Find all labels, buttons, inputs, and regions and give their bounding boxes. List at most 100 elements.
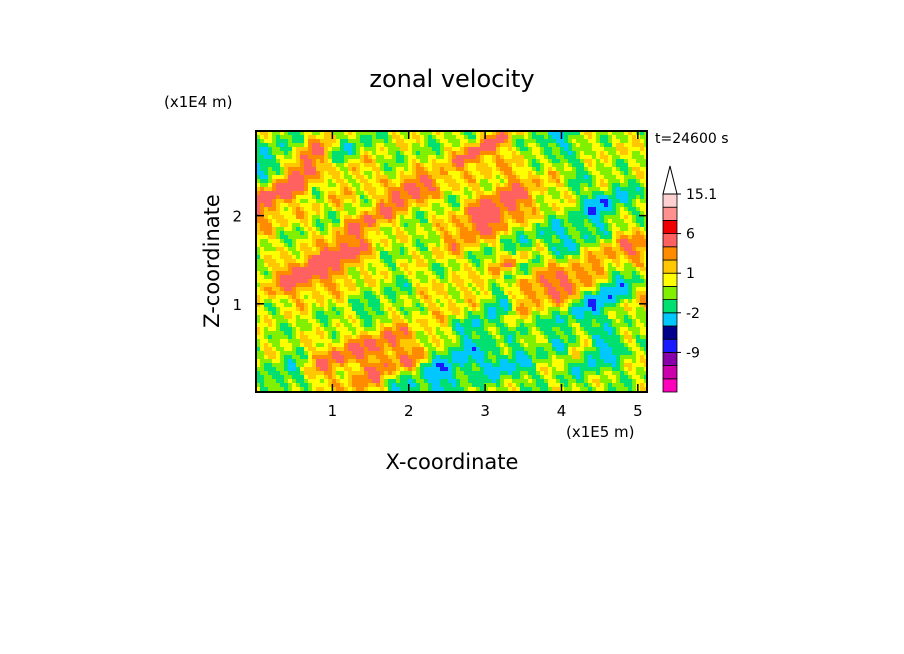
field-cell bbox=[288, 355, 292, 359]
field-cell bbox=[476, 183, 480, 187]
field-cell bbox=[568, 235, 572, 239]
field-cell bbox=[316, 259, 320, 263]
field-cell bbox=[508, 179, 512, 183]
field-cell bbox=[288, 159, 292, 163]
field-cell bbox=[552, 219, 556, 223]
field-cell bbox=[572, 187, 576, 191]
field-cell bbox=[476, 303, 480, 307]
field-cell bbox=[272, 351, 276, 355]
field-cell bbox=[504, 195, 508, 199]
field-cell bbox=[356, 335, 360, 339]
field-cell bbox=[280, 219, 284, 223]
field-cell bbox=[304, 315, 308, 319]
field-cell bbox=[564, 315, 568, 319]
field-cell bbox=[428, 371, 432, 375]
field-cell bbox=[596, 175, 600, 179]
field-cell bbox=[304, 307, 308, 311]
field-cell bbox=[320, 171, 324, 175]
field-cell bbox=[612, 143, 616, 147]
field-cell bbox=[572, 183, 576, 187]
field-cell bbox=[536, 191, 540, 195]
field-cell bbox=[444, 151, 448, 155]
field-cell bbox=[352, 187, 356, 191]
field-cell bbox=[268, 323, 272, 327]
field-cell bbox=[472, 295, 476, 299]
field-cell bbox=[596, 271, 600, 275]
field-cell bbox=[332, 283, 336, 287]
field-cell bbox=[456, 351, 460, 355]
field-cell bbox=[640, 271, 644, 275]
field-cell bbox=[448, 227, 452, 231]
field-cell bbox=[548, 247, 552, 251]
field-cell bbox=[392, 311, 396, 315]
field-cell bbox=[292, 275, 296, 279]
field-cell bbox=[620, 371, 624, 375]
field-cell bbox=[504, 331, 508, 335]
field-cell bbox=[340, 259, 344, 263]
field-cell bbox=[304, 271, 308, 275]
field-cell bbox=[440, 299, 444, 303]
field-cell bbox=[408, 151, 412, 155]
field-cell bbox=[376, 147, 380, 151]
field-cell bbox=[636, 295, 640, 299]
field-cell bbox=[564, 167, 568, 171]
field-cell bbox=[512, 375, 516, 379]
field-cell bbox=[548, 259, 552, 263]
field-cell bbox=[420, 319, 424, 323]
field-cell bbox=[308, 267, 312, 271]
field-cell bbox=[468, 299, 472, 303]
field-cell bbox=[332, 187, 336, 191]
field-cell bbox=[380, 387, 384, 391]
field-cell bbox=[560, 263, 564, 267]
field-cell bbox=[484, 195, 488, 199]
field-cell bbox=[556, 319, 560, 323]
field-cell bbox=[380, 171, 384, 175]
field-cell bbox=[472, 211, 476, 215]
field-cell bbox=[544, 327, 548, 331]
field-cell bbox=[372, 227, 376, 231]
field-cell bbox=[496, 183, 500, 187]
field-cell bbox=[412, 183, 416, 187]
field-cell bbox=[644, 255, 647, 259]
field-cell bbox=[316, 303, 320, 307]
field-cell bbox=[412, 251, 416, 255]
field-cell bbox=[628, 243, 632, 247]
field-cell bbox=[456, 231, 460, 235]
field-cell bbox=[584, 359, 588, 363]
field-cell bbox=[380, 375, 384, 379]
field-cell bbox=[496, 315, 500, 319]
field-cell bbox=[372, 359, 376, 363]
field-cell bbox=[412, 283, 416, 287]
field-cell bbox=[464, 167, 468, 171]
field-cell bbox=[364, 235, 368, 239]
field-cell bbox=[496, 303, 500, 307]
field-cell bbox=[428, 155, 432, 159]
field-cell bbox=[416, 159, 420, 163]
field-cell bbox=[348, 347, 352, 351]
field-cell bbox=[360, 207, 364, 211]
field-cell bbox=[632, 275, 636, 279]
field-cell bbox=[264, 367, 268, 371]
field-cell bbox=[512, 267, 516, 271]
field-cell bbox=[340, 295, 344, 299]
field-cell bbox=[260, 251, 264, 255]
field-cell bbox=[420, 163, 424, 167]
field-cell bbox=[408, 323, 412, 327]
field-cell bbox=[324, 359, 328, 363]
field-cell bbox=[504, 347, 508, 351]
field-cell bbox=[468, 375, 472, 379]
field-cell bbox=[504, 183, 508, 187]
field-cell bbox=[320, 247, 324, 251]
field-cell bbox=[336, 151, 340, 155]
field-cell bbox=[456, 315, 460, 319]
field-cell bbox=[568, 211, 572, 215]
field-cell bbox=[604, 247, 608, 251]
field-cell bbox=[308, 279, 312, 283]
field-cell bbox=[556, 375, 560, 379]
field-cell bbox=[520, 331, 524, 335]
field-cell bbox=[332, 367, 336, 371]
field-cell bbox=[612, 227, 616, 231]
field-cell bbox=[484, 147, 488, 151]
field-cell bbox=[428, 383, 432, 387]
field-cell bbox=[420, 139, 424, 143]
